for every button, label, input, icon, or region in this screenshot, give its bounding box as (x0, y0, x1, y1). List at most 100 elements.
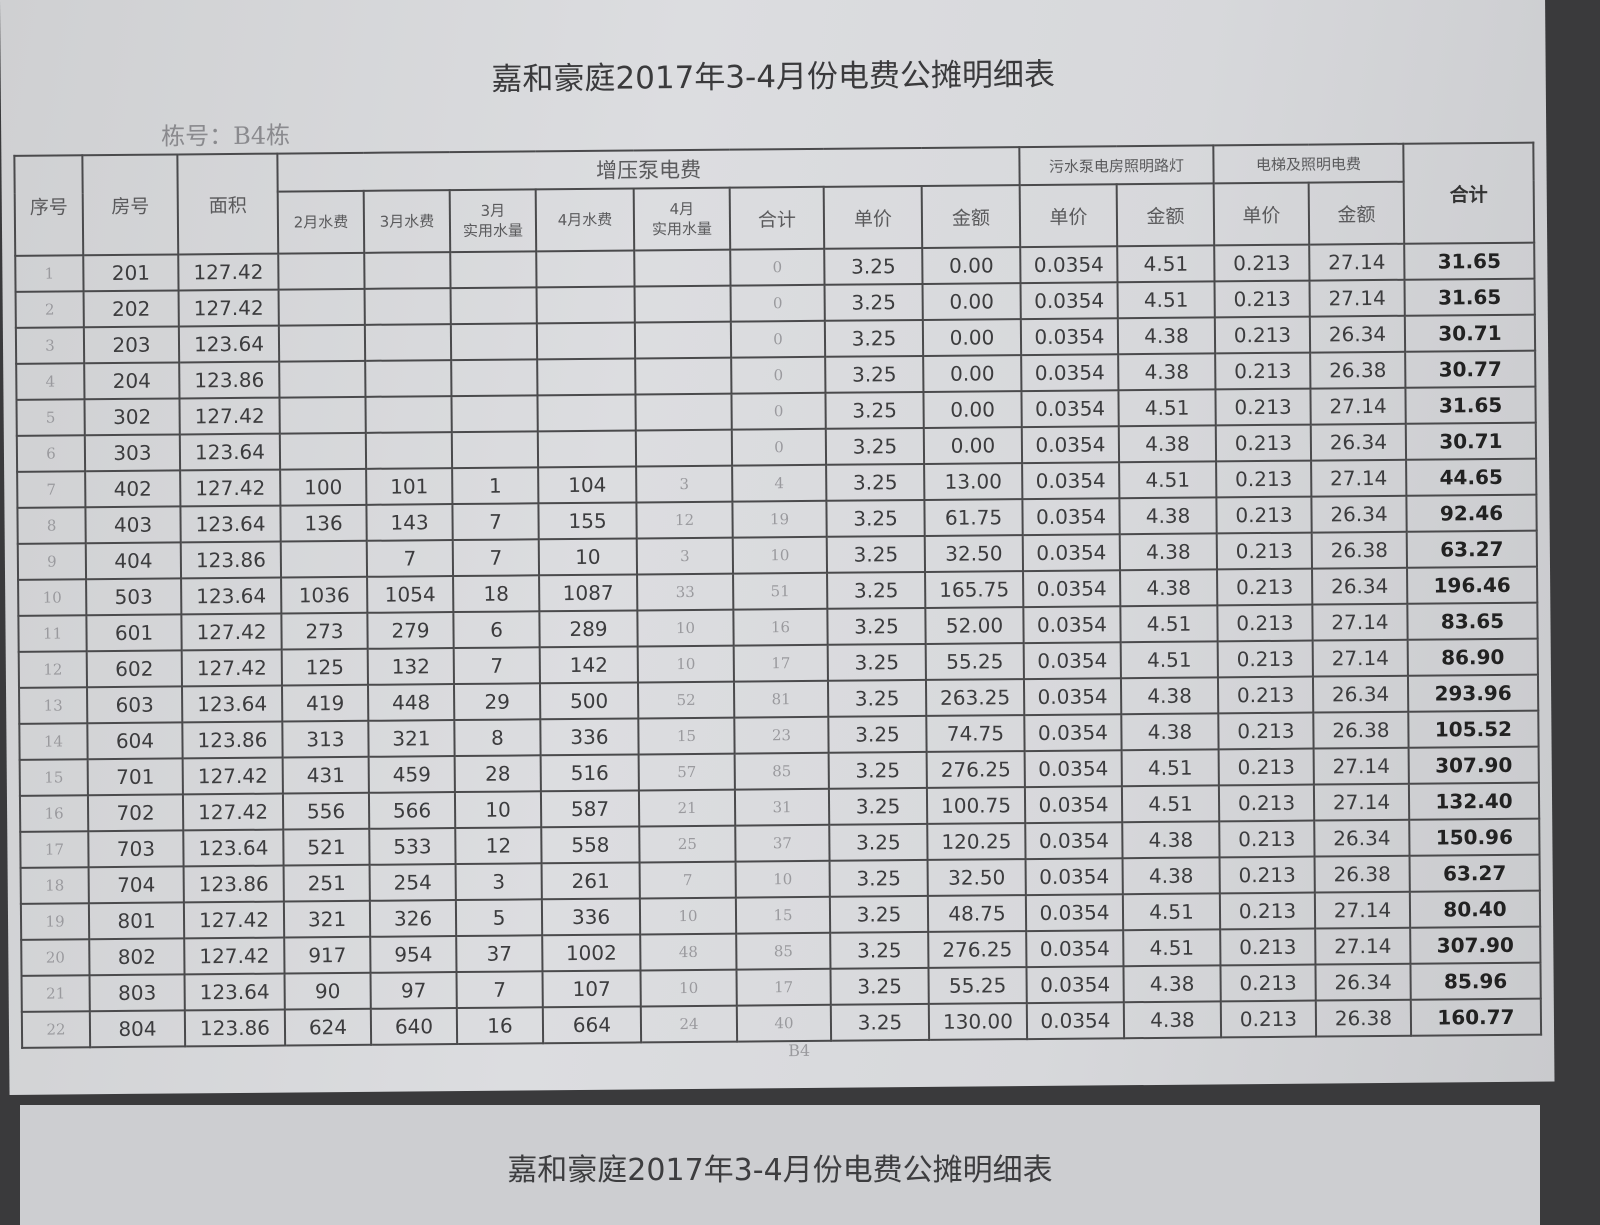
cell-seq: 8 (17, 507, 86, 544)
cell-area: 127.42 (184, 937, 285, 975)
cell-feb-water: 125 (281, 648, 368, 686)
cell-mar-water (365, 360, 452, 397)
cell-feb-water: 273 (281, 612, 368, 650)
cell-elevator-price: 0.213 (1214, 316, 1311, 354)
cell-apr-water: 1002 (542, 934, 641, 972)
cell-sewage-price: 0.0354 (1022, 462, 1120, 500)
cell-pump-price: 3.25 (824, 283, 923, 321)
cell-pump-amount: 13.00 (924, 463, 1023, 500)
cell-pump-amount: 0.00 (923, 427, 1023, 464)
cell-elevator-price: 0.213 (1214, 244, 1310, 282)
cell-mar-water (365, 396, 452, 433)
cell-pump-total: 19 (732, 500, 827, 538)
cell-apr-usage: 10 (640, 969, 737, 1007)
cell-sewage-amount: 4.51 (1119, 461, 1217, 499)
cell-apr-usage: 10 (637, 645, 734, 683)
cell-pump-total: 51 (733, 572, 828, 610)
cell-mar-water (364, 288, 451, 325)
cell-elevator-price: 0.213 (1218, 784, 1315, 822)
cell-pump-amount: 276.25 (928, 931, 1027, 968)
cell-seq: 18 (20, 867, 89, 904)
header-grand-total: 合计 (1403, 142, 1535, 244)
cell-feb-water: 431 (282, 756, 369, 794)
cell-mar-water: 533 (369, 828, 456, 865)
cell-mar-water: 143 (366, 504, 453, 541)
cell-pump-price: 3.25 (829, 823, 928, 861)
cell-pump-total: 16 (733, 608, 828, 646)
cell-apr-usage: 3 (636, 465, 733, 503)
cell-mar-usage (451, 395, 538, 433)
cell-room: 202 (83, 290, 179, 328)
cell-mar-water: 321 (368, 720, 455, 757)
cell-apr-water (536, 322, 636, 360)
cell-elevator-price: 0.213 (1218, 748, 1314, 786)
cell-seq: 9 (17, 543, 87, 580)
cell-pump-amount: 120.25 (927, 823, 1026, 860)
cell-sewage-amount: 4.38 (1123, 965, 1221, 1003)
cell-room: 801 (88, 902, 185, 940)
cell-sewage-price: 0.0354 (1020, 282, 1118, 320)
cell-mar-water: 954 (370, 936, 457, 973)
cell-sewage-price: 0.0354 (1025, 858, 1123, 896)
cell-sewage-amount: 4.38 (1118, 425, 1217, 463)
cell-apr-usage (635, 429, 733, 467)
cell-sewage-amount: 4.51 (1118, 389, 1216, 427)
header-elevator-price: 单价 (1213, 182, 1310, 246)
cell-room: 802 (89, 938, 185, 976)
cell-grand-total: 30.77 (1405, 350, 1536, 388)
cell-feb-water (279, 432, 367, 470)
cell-elevator-price: 0.213 (1217, 604, 1313, 642)
cell-room: 803 (89, 974, 185, 1012)
cell-mar-usage (450, 287, 537, 325)
cell-feb-water: 419 (281, 684, 369, 722)
cell-pump-total: 37 (735, 824, 830, 862)
cell-elevator-amount: 26.38 (1310, 351, 1406, 389)
cell-pump-total: 15 (735, 896, 831, 934)
cell-feb-water (278, 288, 365, 326)
cell-elevator-price: 0.213 (1216, 460, 1312, 498)
cell-grand-total: 196.46 (1407, 566, 1538, 604)
cell-room: 201 (83, 254, 179, 292)
cell-mar-usage: 1 (452, 467, 539, 505)
cell-feb-water (279, 360, 366, 398)
header-pump-group: 增压泵电费 (277, 147, 1020, 192)
cell-pump-price: 3.25 (828, 751, 927, 789)
header-seq: 序号 (14, 155, 84, 256)
cell-mar-usage: 7 (453, 647, 540, 685)
cell-pump-amount: 263.25 (925, 679, 1025, 716)
cell-seq: 15 (19, 759, 88, 796)
cell-feb-water: 313 (282, 720, 369, 758)
cell-pump-amount: 0.00 (923, 355, 1022, 392)
cell-sewage-price: 0.0354 (1026, 966, 1124, 1004)
cell-pump-total: 0 (730, 320, 826, 358)
cell-feb-water (280, 540, 368, 578)
cell-pump-price: 3.25 (824, 247, 923, 285)
cell-sewage-price: 0.0354 (1020, 246, 1118, 284)
cell-pump-price: 3.25 (830, 931, 929, 969)
cell-elevator-amount: 27.14 (1309, 279, 1405, 317)
cell-pump-total: 85 (736, 932, 831, 970)
cell-apr-usage: 33 (637, 573, 734, 611)
cell-elevator-amount: 27.14 (1313, 783, 1410, 821)
cell-elevator-price: 0.213 (1220, 928, 1316, 966)
cell-seq: 11 (18, 615, 87, 652)
cell-elevator-price: 0.213 (1215, 424, 1312, 462)
cell-mar-usage (451, 431, 539, 469)
cell-feb-water: 1036 (281, 576, 368, 614)
header-area: 面积 (177, 153, 279, 255)
cell-pump-total: 10 (732, 536, 828, 574)
cell-sewage-price: 0.0354 (1026, 1002, 1125, 1040)
header-apr-usage: 4月 实用水量 (633, 187, 731, 251)
cell-grand-total: 44.65 (1406, 458, 1537, 496)
header-room: 房号 (82, 154, 179, 256)
cell-pump-price: 3.25 (827, 643, 926, 681)
cell-pump-price: 3.25 (829, 859, 928, 897)
cell-elevator-amount: 27.14 (1314, 891, 1411, 929)
cell-apr-usage: 48 (640, 933, 737, 971)
cell-room: 703 (88, 830, 184, 868)
cell-apr-usage (635, 357, 732, 395)
cell-mar-water: 326 (369, 900, 457, 937)
cell-area: 127.42 (182, 793, 284, 831)
cell-area: 123.86 (182, 721, 283, 759)
cell-area: 123.86 (180, 541, 282, 579)
